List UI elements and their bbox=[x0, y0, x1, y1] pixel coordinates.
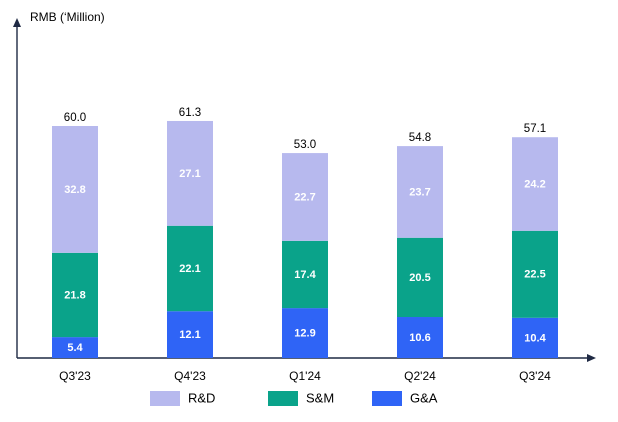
legend-swatch-g-a bbox=[372, 391, 402, 406]
data-label: 10.6 bbox=[409, 332, 430, 344]
total-label: 61.3 bbox=[179, 107, 201, 119]
bar-segment-g-a bbox=[282, 308, 328, 358]
bar-segment-g-a bbox=[52, 337, 98, 358]
bar-segment-g-a bbox=[397, 317, 443, 358]
legend-label: R&D bbox=[188, 390, 215, 405]
legend-swatch-s-m bbox=[268, 391, 298, 406]
x-tick-label: Q1'24 bbox=[289, 369, 321, 383]
bar-segment-r-d bbox=[167, 120, 213, 226]
bar-segment-s-m bbox=[52, 252, 98, 338]
bar-segment-s-m bbox=[397, 237, 443, 318]
total-label: 54.8 bbox=[409, 132, 431, 144]
x-tick-labels: Q3'23 Q4'23 Q1'24 Q2'24 Q3'24 bbox=[59, 369, 551, 383]
data-label: 12.9 bbox=[294, 327, 315, 339]
bar-segment-s-m bbox=[167, 225, 213, 312]
x-tick-label: Q3'24 bbox=[519, 369, 551, 383]
data-label: 17.4 bbox=[294, 269, 316, 281]
x-axis-arrow bbox=[587, 354, 596, 362]
data-label: 12.1 bbox=[179, 329, 200, 341]
data-label: 5.4 bbox=[67, 342, 83, 354]
legend-label: G&A bbox=[410, 390, 438, 405]
bar-segment-g-a bbox=[512, 317, 558, 358]
data-label: 23.7 bbox=[409, 186, 430, 198]
bar-segment-s-m bbox=[512, 230, 558, 318]
total-label: 57.1 bbox=[524, 123, 546, 135]
bar-segment-r-d bbox=[282, 153, 328, 241]
data-label: 10.4 bbox=[524, 332, 546, 344]
data-label: 22.5 bbox=[524, 269, 545, 281]
total-label: 60.0 bbox=[64, 112, 86, 124]
x-tick-label: Q2'24 bbox=[404, 369, 436, 383]
data-label: 21.8 bbox=[64, 289, 85, 301]
bar-segment-r-d bbox=[397, 146, 443, 238]
data-label: 20.5 bbox=[409, 272, 430, 284]
legend: R&D S&M G&A bbox=[150, 390, 438, 406]
bar-segment-g-a bbox=[167, 311, 213, 358]
bar-segment-r-d bbox=[52, 126, 98, 253]
bars-layer: 5.4 21.8 32.8 60.0 12.1 22.1 27.1 61.3 12.9 17.4 2… bbox=[52, 107, 558, 358]
data-label: 24.2 bbox=[524, 178, 545, 190]
legend-label: S&M bbox=[306, 390, 334, 405]
y-axis-title: RMB (‘Million) bbox=[30, 10, 105, 24]
data-label: 22.1 bbox=[179, 263, 200, 275]
data-label: 32.8 bbox=[64, 184, 85, 196]
x-tick-label: Q3'23 bbox=[59, 369, 91, 383]
bar-segment-s-m bbox=[282, 240, 328, 309]
x-tick-label: Q4'23 bbox=[174, 369, 206, 383]
bar-segment-r-d bbox=[512, 137, 558, 231]
data-label: 22.7 bbox=[294, 191, 315, 203]
y-axis-arrow bbox=[13, 18, 21, 27]
total-label: 53.0 bbox=[294, 139, 316, 151]
legend-swatch-r-d bbox=[150, 391, 180, 406]
data-label: 27.1 bbox=[179, 168, 200, 180]
